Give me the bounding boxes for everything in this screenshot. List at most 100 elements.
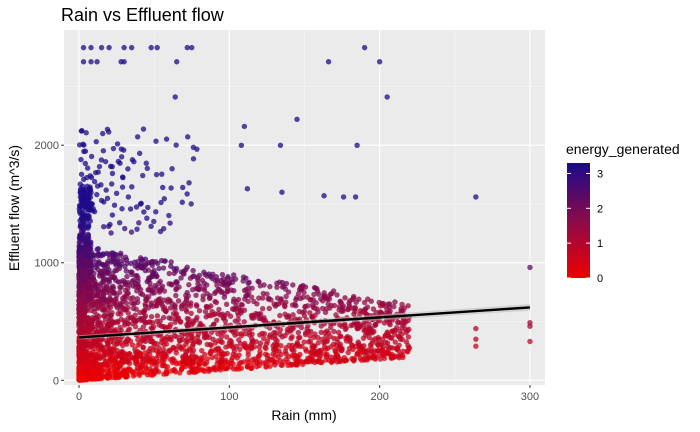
scatter-point — [256, 344, 263, 350]
scatter-point — [85, 284, 91, 291]
trend-line-group — [78, 304, 531, 340]
scatter-point — [321, 193, 327, 199]
scatter-point — [238, 310, 244, 316]
scatter-point — [308, 296, 314, 303]
scatter-point — [318, 347, 325, 353]
scatter-point — [203, 330, 209, 336]
scatter-point — [146, 351, 153, 357]
scatter-point — [265, 296, 272, 302]
scatter-point — [248, 342, 254, 349]
scatter-point — [178, 366, 185, 373]
scatter-point — [109, 250, 115, 256]
scatter-point — [184, 308, 190, 315]
scatter-point — [144, 165, 150, 172]
scatter-point — [378, 342, 384, 348]
scatter-point — [125, 194, 132, 200]
scatter-point — [288, 345, 295, 352]
scatter-point — [226, 280, 232, 286]
scatter-point — [122, 320, 128, 326]
scatter-point — [298, 324, 305, 331]
scatter-point — [121, 307, 127, 313]
x-axis-title: Rain (mm) — [271, 407, 336, 423]
scatter-point — [187, 303, 194, 309]
scatter-point — [168, 281, 175, 287]
scatter-point — [168, 185, 174, 191]
scatter-point — [473, 336, 479, 342]
scatter-point — [245, 362, 251, 369]
scatter-point — [129, 320, 135, 327]
scatter-point — [154, 313, 161, 319]
scatter-point — [244, 185, 251, 192]
scatter-point — [184, 44, 190, 51]
scatter-point — [303, 330, 309, 336]
scatter-point — [142, 350, 148, 356]
scatter-point — [180, 336, 186, 343]
scatter-point — [255, 360, 261, 366]
scatter-point — [122, 263, 128, 270]
scatter-point — [322, 344, 328, 350]
scatter-point — [135, 283, 142, 289]
scatter-point — [238, 142, 245, 149]
scatter-point — [240, 359, 247, 365]
scatter-point — [166, 270, 172, 277]
scatter-point — [168, 259, 174, 265]
scatter-point — [172, 94, 178, 100]
scatter-point — [142, 338, 149, 345]
scatter-point — [101, 199, 107, 205]
scatter-point — [189, 351, 196, 357]
scatter-point — [137, 315, 144, 322]
scatter-point — [299, 284, 305, 290]
scatter-point — [293, 343, 299, 349]
scatter-point — [106, 317, 113, 324]
scatter-point — [106, 129, 112, 135]
scatter-point — [375, 336, 382, 343]
scatter-point — [151, 290, 158, 296]
scatter-point — [132, 371, 138, 378]
scatter-point — [136, 220, 142, 226]
scatter-point — [190, 267, 196, 274]
scatter-point — [108, 230, 114, 236]
scatter-point — [125, 166, 131, 172]
scatter-point — [153, 171, 160, 178]
scatter-point — [406, 344, 412, 351]
scatter-point — [160, 314, 167, 321]
scatter-point — [214, 282, 220, 288]
scatter-point — [124, 273, 130, 280]
scatter-point — [248, 294, 255, 300]
scatter-point — [138, 362, 144, 368]
y-axis-title: Effluent flow (m^3/s) — [6, 145, 22, 271]
scatter-point — [195, 331, 201, 337]
scatter-point — [93, 138, 99, 145]
scatter-point — [263, 341, 270, 347]
y-tick-label: 1000 — [35, 258, 59, 270]
scatter-point — [95, 320, 101, 326]
scatter-point — [88, 201, 95, 207]
scatter-point — [129, 157, 136, 163]
scatter-point — [387, 344, 394, 351]
scatter-point — [283, 293, 289, 300]
scatter-point — [358, 348, 364, 355]
scatter-point — [110, 285, 117, 291]
scatter-point — [346, 300, 352, 306]
scatter-point — [212, 340, 219, 346]
scatter-point — [88, 44, 94, 51]
scatter-point — [309, 344, 315, 351]
scatter-point — [129, 342, 136, 348]
scatter-point — [186, 346, 193, 352]
scatter-point — [94, 371, 100, 377]
scatter-point — [295, 291, 302, 297]
scatter-point — [121, 147, 127, 153]
scatter-point — [100, 348, 107, 354]
scatter-point — [282, 303, 288, 310]
scatter-point — [94, 191, 100, 198]
scatter-point — [137, 255, 144, 261]
scatter-point — [109, 212, 116, 218]
scatter-point — [143, 160, 149, 166]
scatter-point — [95, 245, 102, 252]
scatter-point — [86, 360, 93, 366]
scatter-point — [161, 196, 168, 202]
scatter-point — [147, 284, 154, 290]
scatter-point — [309, 358, 315, 365]
scatter-point — [131, 301, 137, 307]
scatter-point — [88, 153, 95, 160]
